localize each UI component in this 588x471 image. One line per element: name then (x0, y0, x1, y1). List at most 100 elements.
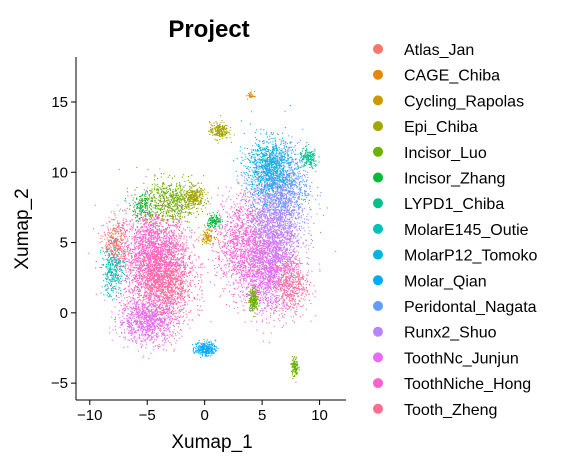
data-point (187, 323, 189, 325)
data-point (133, 274, 135, 276)
data-point (174, 256, 176, 258)
data-point (138, 265, 140, 267)
data-point (182, 287, 184, 289)
data-point (156, 319, 158, 321)
data-point (166, 265, 168, 267)
data-point (159, 296, 161, 298)
data-point (174, 312, 176, 314)
data-point (166, 255, 168, 257)
data-point (168, 312, 170, 314)
data-point (110, 243, 112, 245)
data-point (132, 266, 134, 268)
data-point (158, 323, 160, 325)
data-point (140, 269, 142, 271)
data-point (173, 255, 175, 257)
data-point (157, 256, 159, 258)
data-point (124, 309, 126, 311)
data-point (145, 223, 147, 225)
data-point (118, 233, 120, 235)
data-point (178, 258, 180, 260)
data-point (169, 254, 171, 256)
data-point (153, 330, 155, 332)
data-point (153, 302, 155, 304)
data-point (181, 200, 183, 202)
data-point (138, 309, 140, 311)
data-point (181, 242, 183, 244)
data-point (156, 221, 158, 223)
data-point (161, 275, 163, 277)
data-point (189, 283, 191, 285)
data-point (146, 312, 148, 314)
data-point (144, 238, 146, 240)
data-point (151, 272, 153, 274)
data-point (171, 271, 173, 273)
data-point (163, 263, 165, 265)
data-point (151, 228, 153, 230)
data-point (176, 238, 178, 240)
data-point (127, 315, 129, 317)
data-point (136, 323, 138, 325)
data-point (177, 279, 179, 281)
data-point (109, 242, 111, 244)
data-point (151, 251, 153, 253)
data-point (162, 254, 164, 256)
data-point (154, 242, 156, 244)
data-point (145, 229, 147, 231)
data-point (137, 247, 139, 249)
data-point (157, 295, 159, 297)
data-point (152, 223, 154, 225)
data-point (189, 267, 191, 269)
data-point (150, 231, 152, 233)
data-point (174, 278, 176, 280)
data-point (149, 310, 151, 312)
data-point (153, 281, 155, 283)
data-point (150, 299, 152, 301)
data-point (168, 242, 170, 244)
data-point (167, 296, 169, 298)
data-point (145, 312, 147, 314)
data-point (158, 233, 160, 235)
data-point (178, 322, 180, 324)
data-point (159, 318, 161, 320)
data-point (175, 267, 177, 269)
data-point (116, 240, 118, 242)
data-point (140, 202, 142, 204)
data-point (165, 257, 167, 259)
data-point (154, 306, 156, 308)
data-point (158, 228, 160, 230)
data-point (178, 333, 180, 335)
data-point (135, 290, 137, 292)
data-point (150, 270, 152, 272)
data-point (168, 237, 170, 239)
data-point (151, 274, 153, 276)
data-point (99, 266, 101, 268)
data-point (149, 288, 151, 290)
data-point (156, 252, 158, 254)
data-point (125, 212, 127, 214)
data-point (144, 312, 146, 314)
data-point (161, 318, 163, 320)
data-point (150, 237, 152, 239)
data-point (152, 321, 154, 323)
data-point (135, 309, 137, 311)
data-point (140, 321, 142, 323)
data-point (199, 274, 201, 276)
data-point (142, 303, 144, 305)
data-point (171, 265, 173, 267)
data-point (132, 330, 134, 332)
data-point (173, 256, 175, 258)
data-point (129, 228, 131, 230)
data-point (158, 268, 160, 270)
data-point (196, 298, 198, 300)
data-point (178, 289, 180, 291)
data-point (119, 335, 121, 337)
data-point (151, 325, 153, 327)
data-point (167, 185, 169, 187)
data-point (160, 321, 162, 323)
data-point (132, 314, 134, 316)
data-point (168, 276, 170, 278)
data-point (139, 254, 141, 256)
data-point (151, 323, 153, 325)
data-point (187, 272, 189, 274)
data-point (138, 243, 140, 245)
